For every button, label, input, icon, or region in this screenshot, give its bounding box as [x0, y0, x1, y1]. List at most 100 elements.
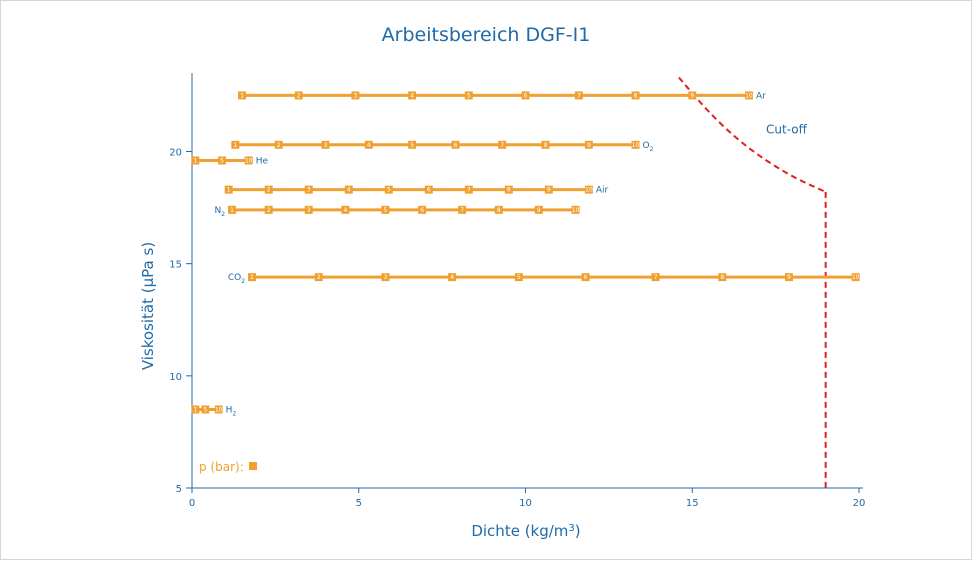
data-point-label: 2	[297, 92, 301, 99]
series-air: 1 2 3 4 5 6 7 8 9 10 Air	[224, 185, 609, 196]
data-point	[688, 91, 697, 100]
chart-title: Arbeitsbereich DGF-I1	[382, 24, 591, 46]
data-point-label: 5	[203, 406, 207, 413]
data-point	[304, 205, 313, 214]
data-point-label: 9	[587, 142, 591, 149]
data-point-label: 4	[367, 142, 371, 149]
cutoff-line: Cut-off	[678, 76, 827, 488]
data-point-label: 1	[227, 187, 231, 194]
data-point-label: 1	[193, 157, 197, 164]
data-point-label: 2	[267, 187, 271, 194]
data-point	[314, 273, 323, 282]
data-point-label: 10	[632, 142, 640, 149]
data-point	[458, 205, 467, 214]
data-point-label: 3	[384, 274, 388, 281]
data-point-label: 8	[720, 274, 724, 281]
data-point-label: 5	[384, 207, 388, 214]
data-point	[248, 273, 257, 282]
series-ar: 1 2 3 4 5 6 7 8 9 10 Ar	[238, 91, 766, 101]
y-tick-label: 10	[169, 372, 182, 383]
data-point-label: 1	[240, 92, 244, 99]
data-point-label: 10	[245, 157, 253, 164]
series-he: 1 5 10 He	[191, 156, 268, 166]
y-tick-label: 20	[169, 148, 182, 159]
data-point	[424, 185, 433, 194]
data-point-label: 7	[460, 207, 464, 214]
data-point	[521, 91, 530, 100]
gas-label: CO2	[228, 273, 245, 285]
data-point-label: 2	[267, 207, 271, 214]
data-point	[214, 405, 223, 414]
data-point-label: 5	[387, 187, 391, 194]
data-point	[574, 91, 583, 100]
x-axis-label: Dichte (kg/m3)	[471, 522, 580, 540]
data-point	[718, 273, 727, 282]
data-point-label: 5	[410, 142, 414, 149]
data-point	[584, 140, 593, 149]
data-point	[534, 205, 543, 214]
data-point-label: 8	[507, 187, 511, 194]
gas-label: N2	[214, 206, 225, 218]
data-point	[571, 205, 580, 214]
cutoff-label: Cut-off	[766, 123, 808, 137]
data-point-label: 9	[690, 92, 694, 99]
data-point	[584, 185, 593, 194]
data-point	[191, 156, 200, 165]
data-point	[581, 273, 590, 282]
series-co: 1 2 3 4 5 6 7 8 9 10 CO2	[228, 273, 860, 285]
gas-label: He	[256, 156, 269, 166]
data-point	[544, 185, 553, 194]
series-h: 1 5 10 H2	[191, 405, 236, 417]
data-point-label: 7	[500, 142, 504, 149]
data-point	[264, 185, 273, 194]
data-point	[494, 205, 503, 214]
data-point-label: 8	[497, 207, 501, 214]
data-point-label: 2	[277, 142, 281, 149]
series-group: 1 2 3 4 5 6 7 8 9 10 Ar1 2 3 4 5 6 7 8 9 10 O21 5 10 He1 2 3 4 5 6 7 8…	[191, 91, 860, 417]
x-tick-label: 5	[356, 498, 362, 509]
data-point	[408, 140, 417, 149]
legend-marker	[249, 462, 257, 470]
data-point-label: 3	[323, 142, 327, 149]
x-tick-label: 20	[853, 498, 866, 509]
data-point	[448, 273, 457, 282]
data-point-label: 3	[354, 92, 358, 99]
data-point	[224, 185, 233, 194]
data-point	[321, 140, 330, 149]
data-point-label: 3	[307, 207, 311, 214]
data-point-label: 9	[537, 207, 541, 214]
data-point	[228, 205, 237, 214]
gas-label: H2	[226, 405, 237, 417]
gas-label: Ar	[756, 91, 766, 101]
series-n: 1 2 3 4 5 6 7 8 9 10 N2	[214, 205, 580, 218]
data-point-label: 9	[547, 187, 551, 194]
data-point	[264, 205, 273, 214]
x-tick-label: 10	[519, 498, 532, 509]
data-point	[351, 91, 360, 100]
data-point-label: 4	[347, 187, 351, 194]
data-point-label: 1	[193, 406, 197, 413]
data-point-label: 10	[585, 187, 593, 194]
data-point-label: 1	[233, 142, 237, 149]
data-point-label: 10	[745, 92, 753, 99]
data-point	[364, 140, 373, 149]
data-point	[304, 185, 313, 194]
y-tick-label: 15	[169, 260, 182, 271]
data-point-label: 8	[544, 142, 548, 149]
data-point	[384, 185, 393, 194]
data-point	[231, 140, 240, 149]
x-tick-label: 0	[189, 498, 195, 509]
data-point	[344, 185, 353, 194]
data-point	[238, 91, 247, 100]
data-point-label: 4	[343, 207, 347, 214]
data-point	[341, 205, 350, 214]
data-point-label: 7	[577, 92, 581, 99]
legend-text: p (bar):	[199, 460, 244, 474]
y-axis-label: Viskosität (µPa s)	[139, 242, 157, 370]
data-point	[631, 140, 640, 149]
x-tick-label: 15	[686, 498, 699, 509]
data-point-label: 6	[584, 274, 588, 281]
data-point-label: 5	[220, 157, 224, 164]
